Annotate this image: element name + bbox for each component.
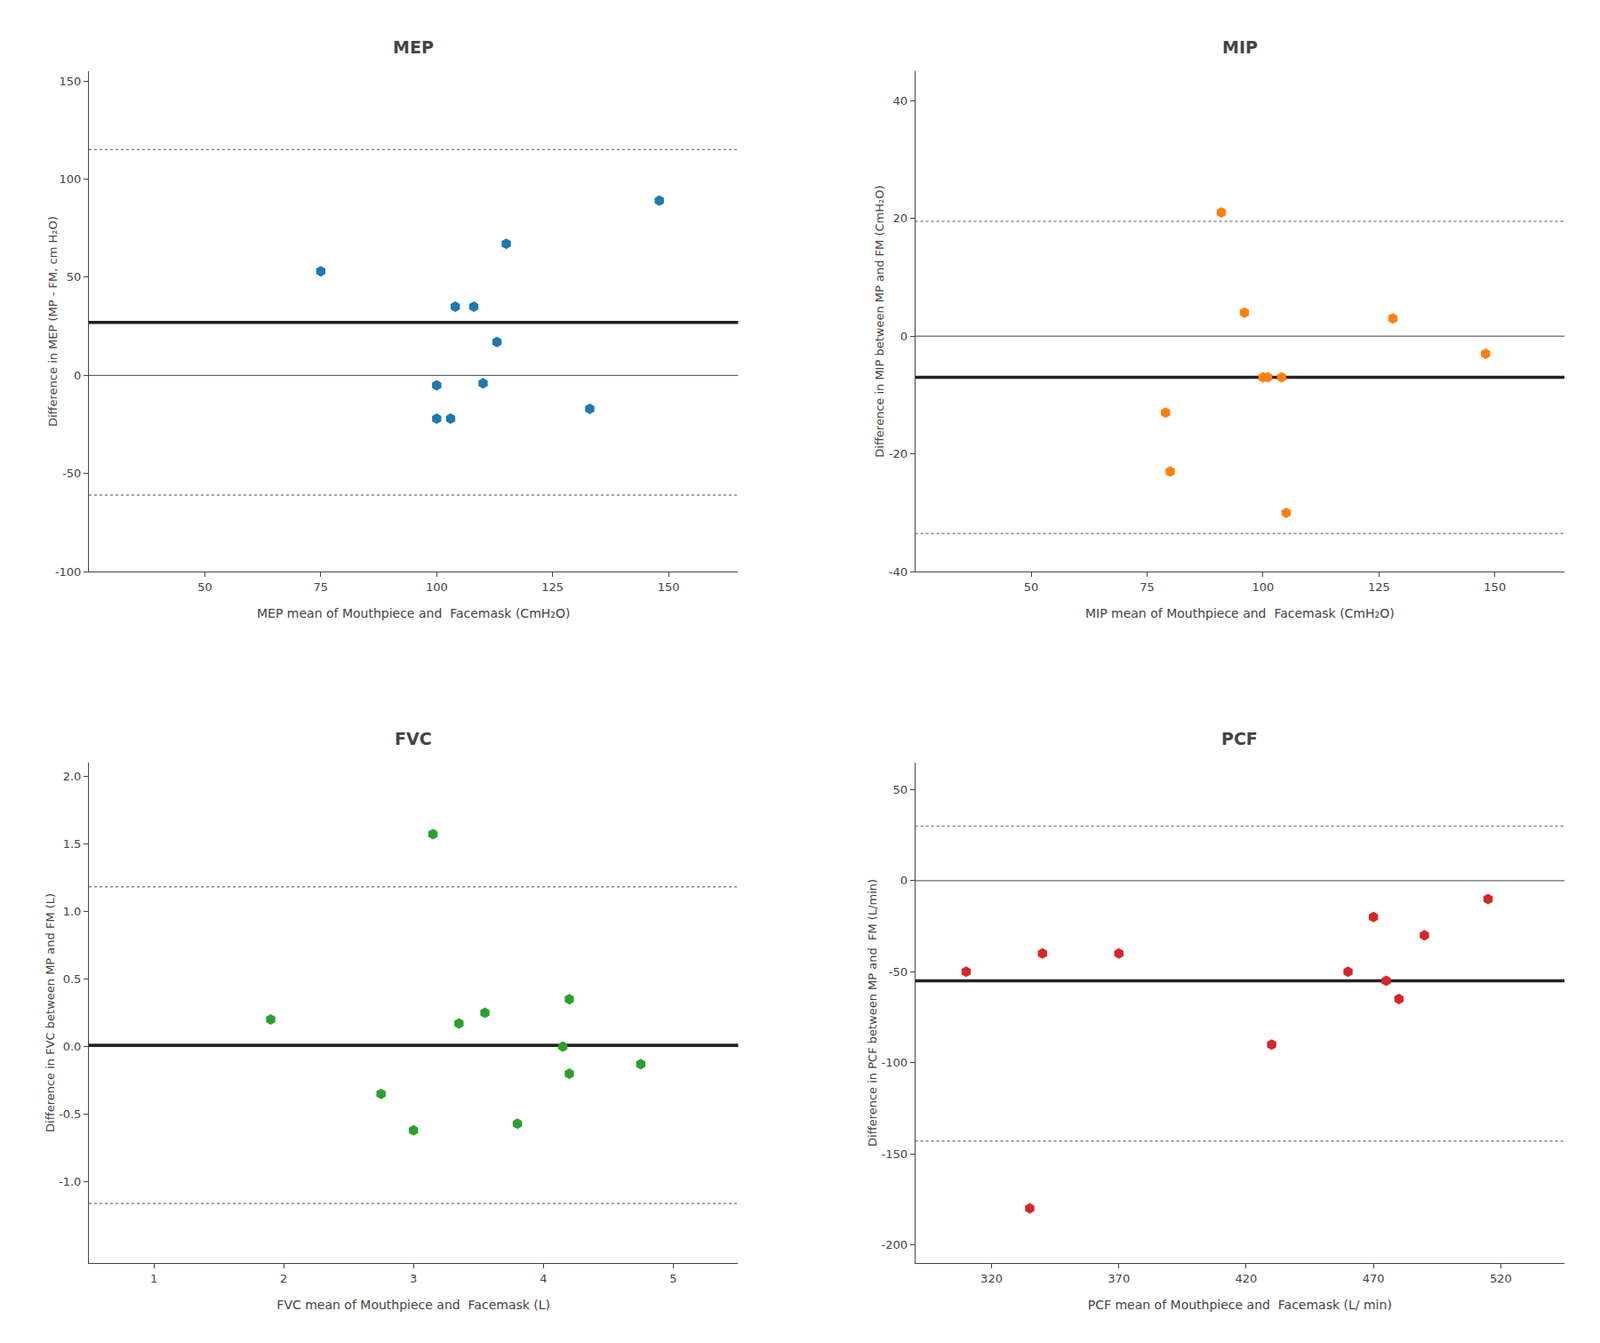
svg-text:75: 75 <box>1139 580 1155 594</box>
svg-text:-150: -150 <box>880 1147 908 1161</box>
svg-text:FVC mean of Mouthpiece and Fa: FVC mean of Mouthpiece and Facemask (L) <box>276 1297 551 1312</box>
svg-text:20: 20 <box>892 211 908 225</box>
svg-text:-20: -20 <box>888 447 908 461</box>
svg-text:-50: -50 <box>888 965 908 979</box>
svg-text:150: 150 <box>1483 580 1506 594</box>
svg-text:-100: -100 <box>880 1056 908 1070</box>
svg-text:1: 1 <box>150 1272 158 1286</box>
svg-text:4: 4 <box>539 1272 547 1286</box>
svg-text:470: 470 <box>1362 1272 1385 1286</box>
svg-text:0: 0 <box>73 368 81 383</box>
svg-text:420: 420 <box>1235 1272 1258 1286</box>
svg-text:520: 520 <box>1489 1272 1512 1286</box>
svg-text:-0.5: -0.5 <box>58 1107 81 1121</box>
svg-text:FVC: FVC <box>394 728 432 749</box>
svg-text:125: 125 <box>1368 580 1391 594</box>
svg-text:125: 125 <box>541 580 564 594</box>
svg-text:MEP: MEP <box>392 37 434 57</box>
svg-text:-1.0: -1.0 <box>58 1175 81 1189</box>
svg-text:Difference in PCF between MP a: Difference in PCF between MP and FM (L/m… <box>865 879 880 1147</box>
svg-text:320: 320 <box>980 1272 1003 1286</box>
svg-text:Difference in MEP (MP - FM, cm: Difference in MEP (MP - FM, cm H₂O) <box>46 216 60 427</box>
svg-text:MIP: MIP <box>1222 37 1258 57</box>
svg-text:1.0: 1.0 <box>63 904 82 919</box>
svg-text:PCF: PCF <box>1221 728 1258 749</box>
svg-text:2.0: 2.0 <box>63 769 82 784</box>
svg-text:150: 150 <box>657 580 680 594</box>
svg-text:-100: -100 <box>55 565 82 579</box>
svg-text:MIP mean of Mouthpiece and Fa: MIP mean of Mouthpiece and Facemask (CmH… <box>1085 606 1395 621</box>
svg-text:50: 50 <box>66 270 82 284</box>
svg-text:0: 0 <box>900 873 908 888</box>
svg-text:-40: -40 <box>888 565 908 579</box>
svg-text:2: 2 <box>280 1272 288 1286</box>
svg-text:50: 50 <box>892 783 908 797</box>
svg-text:5: 5 <box>669 1272 677 1286</box>
svg-text:100: 100 <box>425 580 448 594</box>
svg-text:100: 100 <box>59 172 82 186</box>
svg-text:50: 50 <box>1024 580 1040 594</box>
svg-text:50: 50 <box>197 580 213 594</box>
svg-text:40: 40 <box>892 94 908 108</box>
svg-text:0.0: 0.0 <box>63 1040 82 1054</box>
svg-text:0: 0 <box>900 329 908 344</box>
svg-text:PCF mean of Mouthpiece and Fa: PCF mean of Mouthpiece and Facemask (L/ … <box>1088 1297 1392 1312</box>
svg-text:MEP mean of Mouthpiece and Fa: MEP mean of Mouthpiece and Facemask (CmH… <box>256 606 570 621</box>
svg-text:100: 100 <box>1251 580 1274 594</box>
svg-text:Difference in MIP between MP a: Difference in MIP between MP and FM (CmH… <box>872 185 887 458</box>
svg-text:-50: -50 <box>62 466 81 480</box>
svg-text:150: 150 <box>59 74 82 88</box>
svg-text:-200: -200 <box>880 1238 908 1252</box>
svg-text:0.5: 0.5 <box>63 972 82 986</box>
svg-text:370: 370 <box>1107 1272 1130 1286</box>
svg-text:Difference in FVC between MP a: Difference in FVC between MP and FM (L) <box>43 893 57 1133</box>
svg-text:75: 75 <box>313 580 329 594</box>
svg-text:1.5: 1.5 <box>63 837 82 851</box>
svg-text:3: 3 <box>409 1272 417 1286</box>
